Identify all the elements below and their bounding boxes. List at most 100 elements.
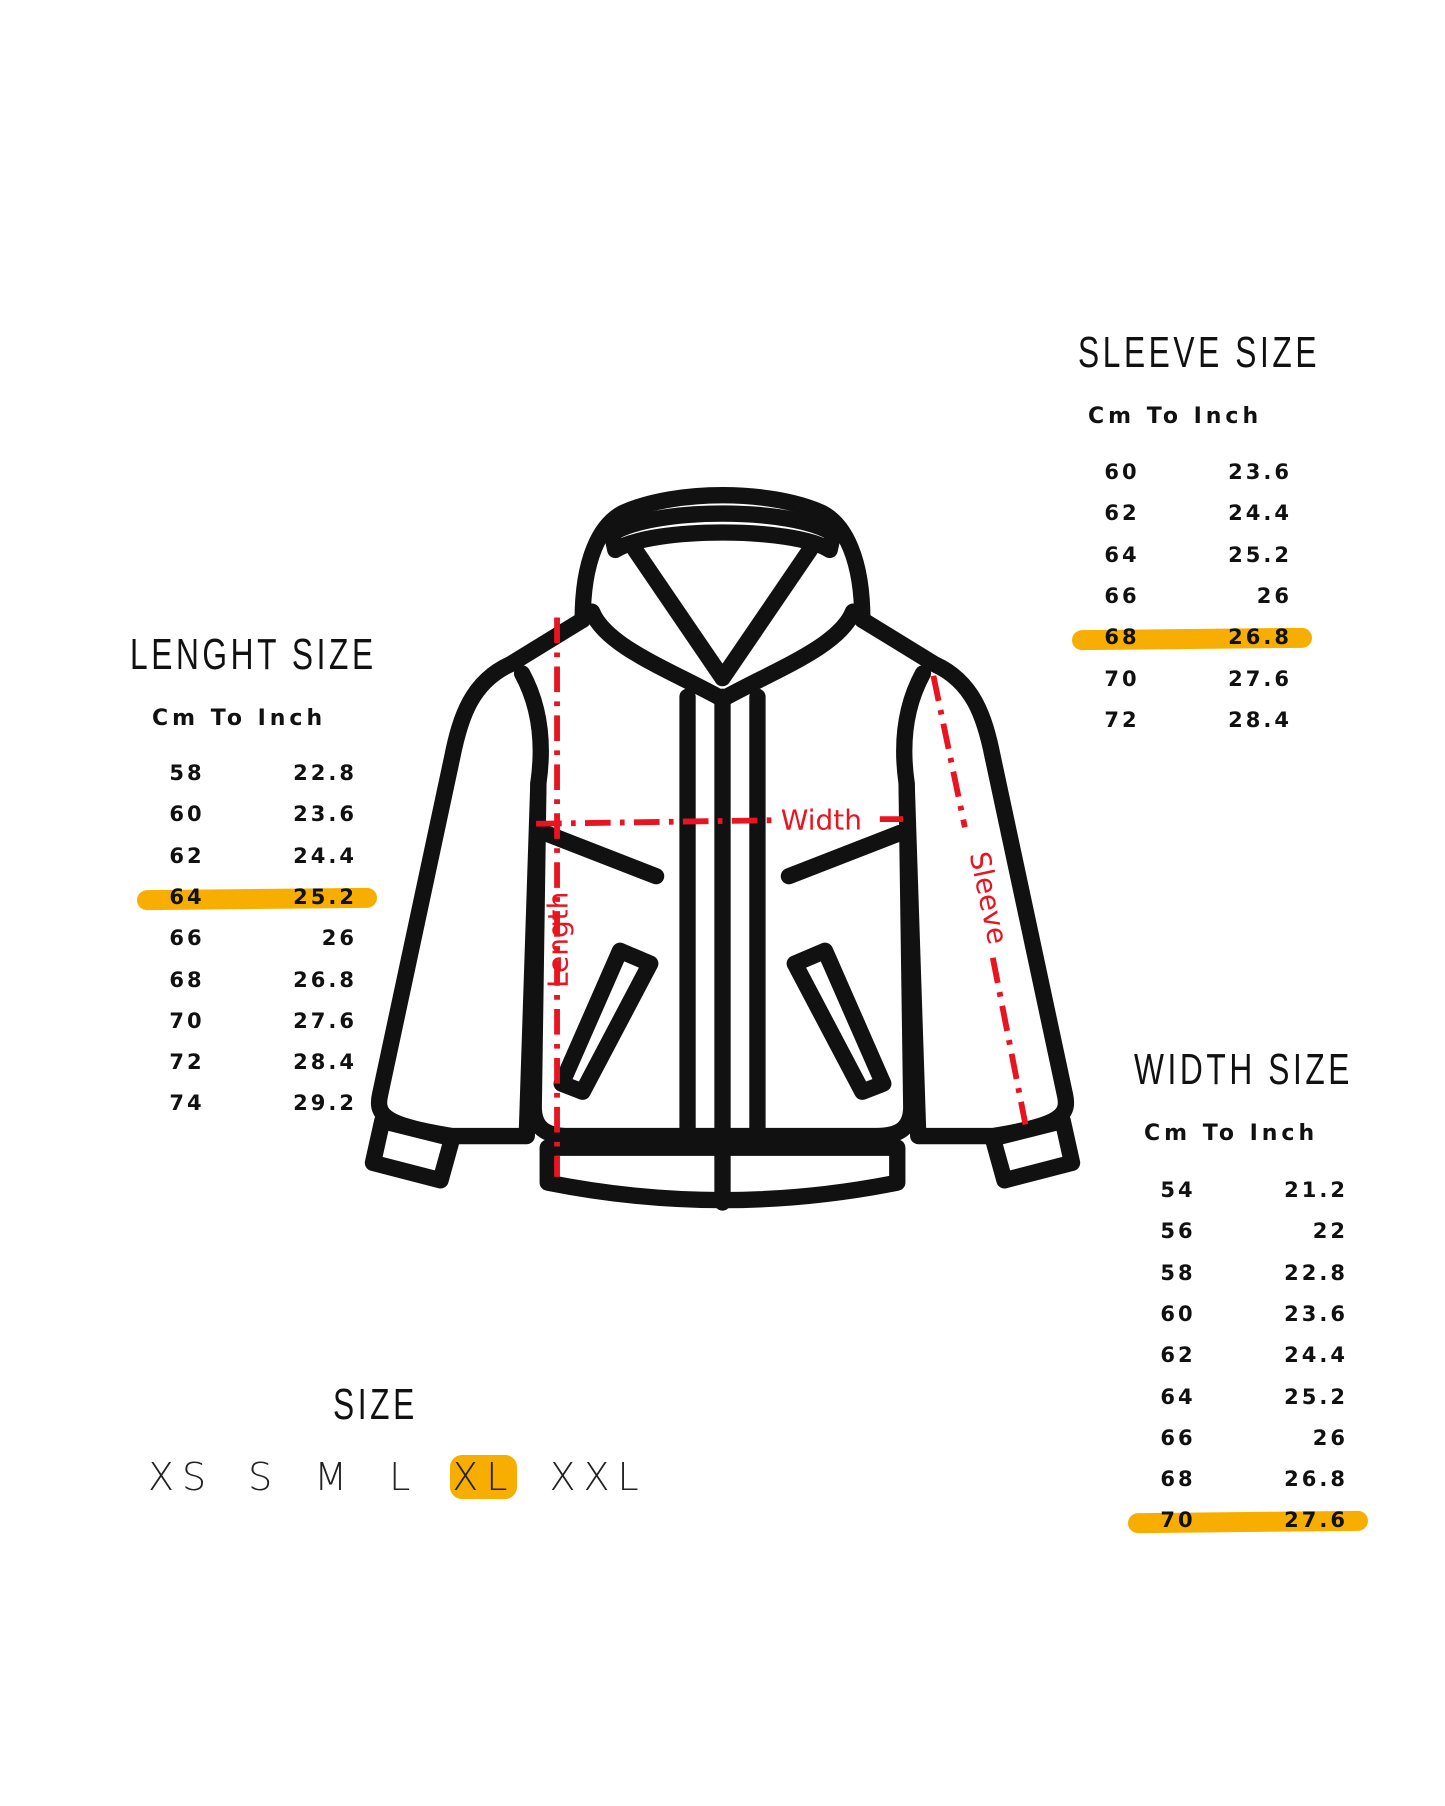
size-option-l[interactable]: L	[389, 1455, 419, 1499]
table-row: 58 22.8	[157, 761, 357, 791]
right-chest-welt	[780, 824, 908, 885]
inch-value: 24.4	[1284, 1343, 1348, 1368]
cm-value: 68	[1160, 1467, 1196, 1492]
table-row-highlighted: 70 27.6	[1148, 1508, 1348, 1538]
hood-outer	[574, 487, 871, 629]
inch-value: 23.6	[1284, 1301, 1348, 1326]
inch-value: 27.6	[1228, 666, 1292, 691]
inch-value: 23.6	[1228, 460, 1292, 484]
table-row: 70 27.6	[1092, 667, 1292, 697]
inch-value: 28.4	[293, 1050, 357, 1075]
size-option-xxl[interactable]: XXL	[549, 1455, 647, 1499]
width-label: Width	[781, 804, 862, 837]
cm-value: 70	[169, 1008, 205, 1033]
left-sleeve	[370, 611, 591, 1145]
table-row: 60 23.6	[157, 802, 357, 832]
sleeve-unit-label: Cm To Inch	[1088, 404, 1263, 429]
inch-value: 25.2	[1284, 1384, 1348, 1409]
hood-rim	[603, 505, 842, 559]
cm-value: 74	[169, 1091, 205, 1116]
inch-value: 26.8	[1228, 625, 1292, 650]
table-row: 60 23.6	[1148, 1302, 1348, 1332]
table-row: 66 26	[1092, 584, 1292, 614]
inch-value: 26.8	[293, 967, 357, 992]
right-cuff	[984, 1112, 1081, 1189]
table-row: 66 26	[157, 926, 357, 956]
left-cuff	[364, 1112, 461, 1189]
inch-value: 25.2	[1228, 542, 1292, 567]
cm-value: 64	[169, 884, 205, 909]
length-label: Length	[542, 892, 575, 988]
inch-value: 24.4	[1228, 501, 1292, 526]
left-pocket	[553, 942, 659, 1100]
sleeve-size-title: SLEEVE SIZE	[1078, 328, 1321, 377]
table-row: 56 22	[1148, 1219, 1348, 1249]
length-size-title: LENGHT SIZE	[130, 630, 377, 679]
cm-value: 70	[1104, 666, 1140, 691]
cm-value: 66	[169, 926, 205, 951]
size-option-m[interactable]: M	[314, 1455, 356, 1499]
inch-value: 26	[1312, 1425, 1348, 1450]
bottom-band	[539, 1139, 906, 1209]
cm-value: 64	[1104, 542, 1140, 567]
cm-value: 60	[1104, 460, 1140, 484]
table-row: 62 24.4	[157, 844, 357, 874]
inch-value: 28.4	[1228, 707, 1292, 732]
inch-value: 26	[321, 926, 357, 951]
inch-value: 24.4	[293, 843, 357, 868]
table-row: 72 28.4	[157, 1050, 357, 1080]
table-row: 54 21.2	[1148, 1178, 1348, 1208]
cm-value: 62	[169, 843, 205, 868]
cm-value: 66	[1104, 583, 1140, 608]
size-option-xs[interactable]: XS	[148, 1455, 215, 1499]
width-unit-label: Cm To Inch	[1144, 1121, 1319, 1146]
inch-value: 25.2	[293, 884, 357, 909]
inch-value: 23.6	[293, 802, 357, 827]
cm-value: 66	[1160, 1425, 1196, 1450]
table-row: 64 25.2	[1148, 1385, 1348, 1415]
inch-value: 26	[1256, 583, 1292, 608]
width-size-title: WIDTH SIZE	[1134, 1045, 1354, 1094]
table-row: 68 26.8	[157, 968, 357, 998]
inch-value: 21.2	[1284, 1178, 1348, 1202]
inch-value: 26.8	[1284, 1467, 1348, 1492]
table-row: 60 23.6	[1092, 460, 1292, 490]
cm-value: 58	[169, 761, 205, 785]
inch-value: 22.8	[1284, 1260, 1348, 1285]
table-row: 58 22.8	[1148, 1261, 1348, 1291]
size-option-s[interactable]: S	[248, 1455, 281, 1499]
cm-value: 62	[1160, 1343, 1196, 1368]
inch-value: 29.2	[293, 1091, 357, 1116]
table-row: 74 29.2	[157, 1091, 357, 1121]
table-row-highlighted: 68 26.8	[1092, 625, 1292, 655]
table-row: 66 26	[1148, 1426, 1348, 1456]
cm-value: 60	[1160, 1301, 1196, 1326]
cm-value: 72	[169, 1050, 205, 1075]
sleeve-line-top	[930, 675, 968, 828]
inch-value: 27.6	[293, 1008, 357, 1033]
sleeve-label: Sleeve	[963, 849, 1015, 947]
table-row: 68 26.8	[1148, 1467, 1348, 1497]
cm-value: 56	[1160, 1219, 1196, 1244]
cm-value: 72	[1104, 707, 1140, 732]
table-row: 72 28.4	[1092, 708, 1292, 738]
table-row-highlighted: 64 25.2	[157, 885, 357, 915]
right-pocket	[786, 942, 892, 1100]
size-title: SIZE	[333, 1380, 418, 1429]
cm-value: 64	[1160, 1384, 1196, 1409]
cm-value: 62	[1104, 501, 1140, 526]
table-row: 70 27.6	[157, 1009, 357, 1039]
inch-value: 27.6	[1284, 1508, 1348, 1533]
cm-value: 60	[169, 802, 205, 827]
cm-value: 68	[169, 967, 205, 992]
cm-value: 54	[1160, 1178, 1196, 1202]
inch-value: 22	[1312, 1219, 1348, 1244]
left-chest-welt	[537, 824, 665, 885]
size-option-xl[interactable]: XL	[450, 1455, 518, 1499]
inch-value: 22.8	[293, 761, 357, 785]
table-row: 64 25.2	[1092, 543, 1292, 573]
size-options: XS S M L XL XXL	[146, 1455, 649, 1499]
hood-inner	[626, 541, 819, 687]
table-row: 62 24.4	[1092, 501, 1292, 531]
